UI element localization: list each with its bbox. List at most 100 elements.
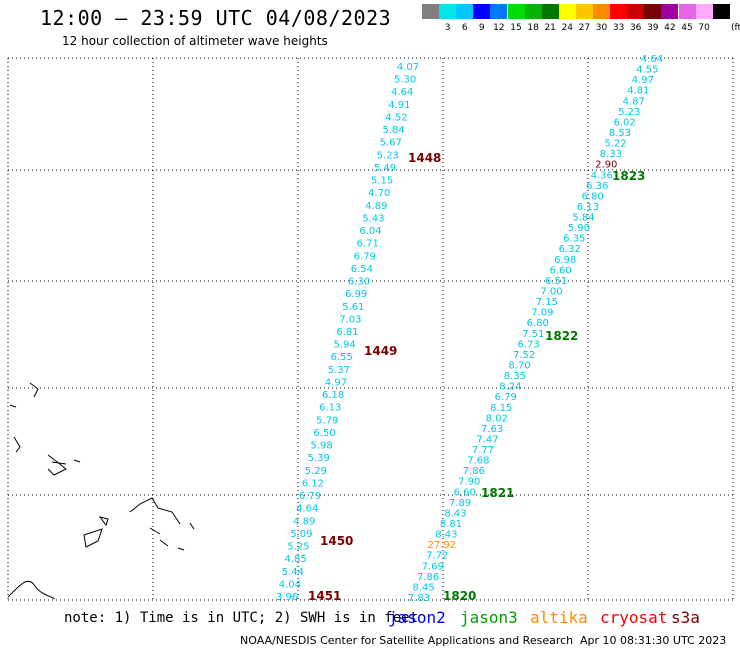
- footer-date: Apr 10 08:31:30 UTC 2023: [580, 634, 727, 647]
- wave-height-value: 5.90: [568, 223, 590, 234]
- pass-time-label: 1822: [545, 329, 578, 343]
- legend-swatch: [473, 4, 491, 19]
- pass-time-label: 1450: [320, 534, 353, 548]
- wave-height-value: 6.79: [495, 392, 517, 403]
- wave-height-value: 4.55: [636, 65, 658, 76]
- wave-height-value: 5.98: [310, 441, 332, 452]
- legend-swatch: [610, 4, 628, 19]
- wave-height-value: 7.83: [408, 593, 430, 604]
- wave-height-value: 7.90: [458, 477, 480, 488]
- wave-height-value: 7.86: [417, 572, 439, 583]
- footnote: note: 1) Time is in UTC; 2) SWH is in fe…: [64, 610, 419, 626]
- wave-height-value: 4.87: [623, 96, 645, 107]
- lat-tick-label: 20: [2, 596, 12, 605]
- wave-height-value: 6.73: [517, 339, 539, 350]
- legend-label: 24: [561, 23, 574, 33]
- wave-height-value: 5.49: [374, 163, 396, 174]
- legend-swatch: [456, 4, 474, 19]
- wave-height-value: 6.79: [299, 491, 321, 502]
- footer-credit: NOAA/NESDIS Center for Satellite Applica…: [240, 634, 574, 647]
- wave-height-value: 8.35: [504, 371, 526, 382]
- legend-swatch: [627, 4, 645, 19]
- wave-height-value: 8.43: [444, 509, 466, 520]
- wave-height-value: 4.81: [627, 86, 649, 97]
- wave-height-value: 7.52: [513, 350, 535, 361]
- wave-height-value: 8.45: [412, 582, 434, 593]
- wave-height-value: 5.23: [377, 150, 399, 161]
- legend-label: 27: [578, 23, 591, 33]
- altimeter-tracks: 4.075.304.644.914.525.845.675.235.495.15…: [276, 54, 663, 604]
- wave-height-value: 6.71: [357, 239, 379, 250]
- wave-height-value: 4.36: [591, 170, 613, 181]
- wave-height-value: 5.61: [342, 302, 364, 313]
- wave-height-value: 7.89: [449, 498, 471, 509]
- wave-height-value: 6.60: [549, 265, 571, 276]
- satellite-jason3: jason3: [460, 608, 518, 627]
- wave-height-value: 2.90: [595, 160, 617, 171]
- wave-height-value: 6.18: [322, 390, 344, 401]
- wave-height-value: 6.36: [586, 181, 608, 192]
- coastline: [7, 382, 195, 600]
- wave-height-value: 6.80: [527, 318, 549, 329]
- lat-tick-label: 22: [2, 491, 12, 500]
- coastline-islands-east: [129, 497, 195, 551]
- wave-height-value: 4.97: [632, 75, 654, 86]
- legend-swatch: [541, 4, 559, 19]
- wave-height-value: 6.79: [354, 251, 376, 262]
- wave-height-value: 6.50: [313, 428, 335, 439]
- coastline-bahamas-islands: [9, 382, 81, 476]
- wave-height-value: 6.04: [359, 226, 381, 237]
- wave-height-value: 4.91: [388, 100, 410, 111]
- wave-height-value: 4.52: [385, 113, 407, 124]
- legend-label: 39: [647, 23, 659, 33]
- wave-height-value: 5.09: [290, 529, 312, 540]
- lat-tick-label: 30: [2, 54, 12, 63]
- legend-label: 15: [510, 23, 522, 33]
- wave-height-value: 7.00: [540, 287, 562, 298]
- legend-label: 36: [629, 23, 642, 33]
- wave-height-value: 4.85: [284, 554, 306, 565]
- wave-height-value: 4.64: [641, 54, 663, 65]
- legend-swatch: [712, 4, 730, 19]
- wave-height-value: 5.22: [604, 139, 626, 150]
- wave-height-value: 5.15: [371, 176, 393, 187]
- legend-swatch: [490, 4, 508, 19]
- wave-height-value: 6.32: [559, 244, 581, 255]
- wave-height-value: 7.69: [422, 561, 444, 572]
- wave-height-value: 8.02: [486, 413, 508, 424]
- pass-time-label: 1448: [408, 151, 441, 165]
- legend-label: 33: [612, 23, 625, 33]
- wave-height-value: 6.99: [345, 289, 367, 300]
- wave-height-value: 5.84: [382, 125, 404, 136]
- wave-height-value: 4.89: [365, 201, 387, 212]
- wave-height-value: 27.92: [427, 540, 456, 551]
- wave-height-value: 6.60: [454, 487, 476, 498]
- wave-height-value: 4.07: [397, 62, 419, 73]
- wave-height-value: 6.13: [577, 202, 599, 213]
- wave-height-value: 4.70: [368, 188, 390, 199]
- legend-label: 9: [478, 23, 485, 33]
- pass-time-label: 1823: [612, 169, 645, 183]
- lat-tick-label: 26: [2, 277, 12, 286]
- wave-height-value: 7.77: [472, 445, 494, 456]
- time-stamps: 1448 1449 1450 1451 1823 1822 1821 1820: [308, 151, 645, 603]
- wave-height-value: 8.33: [600, 149, 622, 160]
- wave-height-value: 8.53: [609, 128, 631, 139]
- pass-time-label: 1820: [443, 589, 476, 603]
- lon-tick-label: -60: [726, 602, 739, 611]
- legend-label: 45: [681, 23, 693, 33]
- legend-swatch: [695, 4, 713, 19]
- legend-unit: (ft): [731, 23, 740, 33]
- legend-swatch: [644, 4, 662, 19]
- legend-label: 6: [461, 23, 468, 33]
- wave-height-value: 5.94: [333, 340, 355, 351]
- wave-height-value: 4.04: [279, 579, 301, 590]
- legend-label: 12: [493, 23, 505, 33]
- wave-height-value: 7.09: [531, 308, 553, 319]
- wave-height-value: 5.25: [287, 542, 309, 553]
- wave-height-value: 6.55: [331, 352, 353, 363]
- wave-height-value: 4.64: [391, 87, 413, 98]
- lon-tick-label: -75: [1, 602, 14, 611]
